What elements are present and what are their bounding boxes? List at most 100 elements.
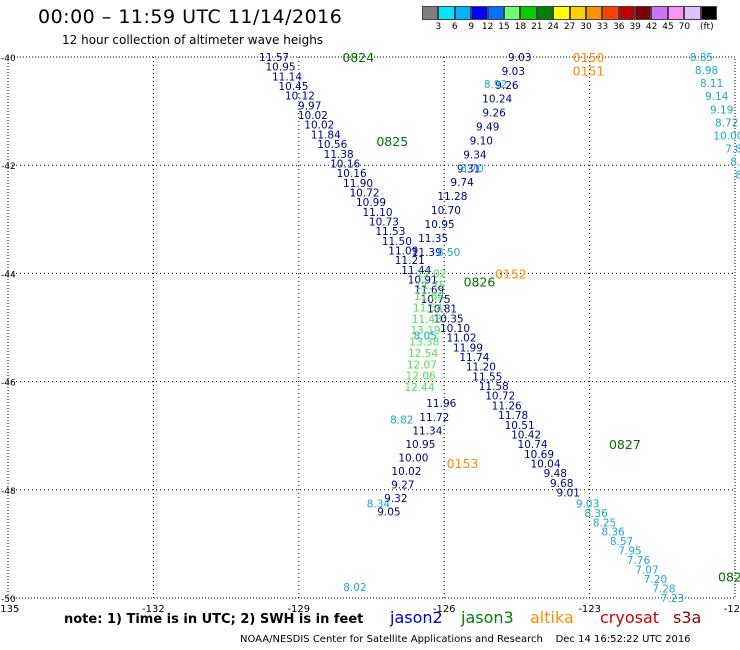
wave-height-label: 8.36 — [601, 527, 625, 539]
wave-height-label: 8.32 — [730, 157, 740, 169]
wave-height-label: 9.26 — [495, 80, 519, 92]
wave-height-label: 10.42 — [511, 429, 541, 441]
wave-height-label: 9.26 — [482, 108, 506, 120]
wave-height-label: 11.90 — [343, 178, 373, 190]
wave-height-label: 10.04 — [530, 458, 560, 470]
wave-height-label: 10.75 — [421, 294, 451, 306]
wave-height-label: 11.69 — [414, 284, 444, 296]
wave-height-label: 10.72 — [485, 391, 515, 403]
wave-height-label: 9.34 — [463, 149, 487, 161]
wave-height-label: 12.07 — [407, 359, 437, 371]
colorbar-swatch — [536, 6, 554, 20]
colorbar-swatch — [569, 6, 586, 20]
colorbar-label: 70 — [678, 22, 691, 32]
colorbar-swatch — [520, 6, 537, 20]
colorbar-label: 12 — [481, 22, 494, 32]
wave-height-label: 10.00 — [713, 130, 740, 142]
wave-height-label: 10.10 — [440, 323, 470, 335]
colorbar-swatch — [438, 6, 455, 20]
wave-height-label: 8.61 — [735, 170, 740, 182]
colorbar-label: 36 — [613, 22, 625, 32]
wave-height-label: 11.78 — [498, 410, 528, 422]
wave-height-label: 8.92 — [484, 79, 507, 91]
colorbar-swatch — [700, 6, 718, 20]
wave-height-label: 9.01 — [557, 488, 580, 500]
wave-height-label: 11.57 — [259, 52, 289, 64]
y-tick-label: -48 — [1, 487, 16, 497]
legend-altika: altika — [530, 608, 574, 627]
x-tick-label: -123 — [578, 604, 601, 615]
pass-time-label: 0824 — [342, 50, 374, 65]
colorbar-label: 33 — [596, 22, 609, 32]
colorbar-label: 42 — [645, 22, 658, 32]
colorbar-swatch — [585, 6, 603, 20]
wave-height-label: 10.16 — [330, 158, 360, 170]
wave-height-label: 11.84 — [311, 129, 341, 141]
wave-height-label: 7.07 — [635, 565, 658, 577]
wave-height-label: 11.21 — [395, 255, 425, 267]
pass-time-label: 0827 — [609, 437, 641, 452]
legend-s3a: s3a — [673, 608, 702, 627]
wave-height-label: 12.44 — [404, 382, 434, 394]
wave-height-label: 7.28 — [652, 584, 675, 596]
wave-height-label: 10.72 — [350, 187, 380, 199]
wave-height-label: 9.68 — [550, 478, 573, 490]
colorbar-label: 3 — [435, 22, 442, 32]
colorbar-swatch — [602, 6, 619, 20]
legend-jason3: jason3 — [461, 608, 514, 627]
wave-height-label: 8.72 — [715, 117, 738, 129]
x-tick-label: -135 — [0, 604, 19, 615]
wave-height-label: 12.54 — [408, 348, 438, 360]
wave-height-label: 9.19 — [710, 104, 733, 116]
wave-height-label: 8.34 — [367, 498, 391, 510]
wave-height-label: 7.23 — [661, 593, 684, 605]
wave-height-label: 9.31 — [457, 163, 480, 175]
wave-height-label: 10.02 — [304, 120, 334, 132]
note-text: note: 1) Time is in UTC; 2) SWH is in fe… — [64, 612, 364, 627]
wave-height-label: 9.27 — [391, 479, 414, 491]
colorbar-label: 18 — [514, 22, 527, 32]
wave-height-label: 10.02 — [298, 110, 328, 122]
colorbar-swatch — [553, 6, 570, 20]
wave-height-label: 11.28 — [437, 191, 467, 203]
wave-height-label: 8.50 — [437, 247, 460, 259]
wave-height-label: 11.99 — [453, 342, 483, 354]
wave-height-label: 10.95 — [266, 62, 296, 74]
wave-height-label: 9.03 — [508, 52, 531, 64]
wave-height-label: 10.70 — [431, 205, 461, 217]
y-tick-label: -42 — [1, 162, 16, 172]
wave-height-label: 11.74 — [459, 352, 489, 364]
x-tick-label: -129 — [287, 604, 310, 615]
colorbar-label: 45 — [662, 22, 674, 32]
wave-height-label: 11.14 — [272, 71, 302, 83]
wave-height-label: 8.25 — [593, 517, 616, 529]
colorbar-label: 27 — [563, 22, 576, 32]
wave-height-label: 9.03 — [502, 66, 525, 78]
colorbar-label: 9 — [468, 22, 475, 32]
colorbar-swatch — [487, 6, 504, 20]
wave-height-label: 10.56 — [317, 139, 347, 151]
y-tick-label: -44 — [1, 270, 16, 280]
colorbar-label: 6 — [451, 22, 458, 32]
colorbar-swatch — [618, 6, 636, 20]
wave-height-label: 8.85 — [690, 52, 713, 64]
wave-height-label: 13.19 — [411, 325, 441, 337]
wave-height-label: 10.16 — [337, 168, 367, 180]
colorbar — [422, 6, 718, 20]
colorbar-swatch — [422, 6, 439, 20]
pass-time-label: 0151 — [573, 64, 605, 79]
y-tick-label: -50 — [1, 595, 16, 605]
wave-height-label: 9.49 — [476, 122, 499, 134]
wave-height-label: 11.26 — [492, 400, 522, 412]
pass-time-label: 0153 — [447, 456, 479, 471]
wave-height-label: 11.38 — [324, 149, 354, 161]
wave-height-label: 9.48 — [544, 468, 567, 480]
colorbar-swatch — [651, 6, 668, 20]
wave-height-label: 12.02 — [417, 268, 447, 280]
wave-height-label: 11.35 — [418, 233, 448, 245]
colorbar-label: 24 — [547, 22, 559, 32]
pass-time-label: 0828 — [718, 569, 740, 584]
wave-height-label: 11.88 — [414, 291, 444, 303]
wave-height-label: 7.76 — [627, 555, 651, 567]
